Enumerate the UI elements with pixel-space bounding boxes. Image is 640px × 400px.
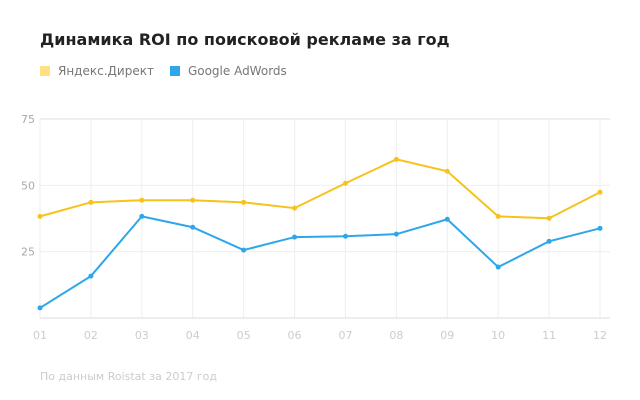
x-tick-label: 05 [237,329,251,342]
data-point [495,213,501,219]
legend-label: Google AdWords [187,64,287,78]
data-point [139,213,145,219]
y-tick-label: 75 [21,113,35,126]
legend-swatch [40,66,50,76]
data-point [546,215,552,221]
x-tick-label: 06 [288,329,302,342]
data-point [37,213,43,219]
data-point [393,156,399,162]
data-point [597,189,603,195]
data-point [241,199,247,205]
legend-item-yandex[interactable]: Яндекс.Директ [40,64,154,78]
x-tick-label: 03 [135,329,149,342]
data-point [597,225,603,231]
x-tick-label: 11 [542,329,556,342]
x-tick-label: 09 [440,329,454,342]
x-tick-label: 07 [338,329,352,342]
data-point [393,231,399,237]
x-tick-label: 04 [186,329,200,342]
data-point [444,216,450,222]
data-point [292,234,298,240]
x-tick-label: 12 [593,329,607,342]
data-point [292,205,298,211]
data-point [495,264,501,270]
data-point [190,197,196,203]
y-tick-label: 25 [21,246,35,259]
y-tick-label: 50 [21,179,35,192]
data-point [342,180,348,186]
data-point [444,168,450,174]
footnote: По данным Roistat за 2017 год [40,370,217,383]
x-tick-label: 10 [491,329,505,342]
data-point [88,273,94,279]
data-point [37,305,43,311]
legend: Яндекс.Директ Google AdWords [40,64,287,78]
data-point [241,247,247,253]
x-tick-label: 02 [84,329,98,342]
data-point [342,233,348,239]
x-tick-label: 01 [33,329,47,342]
series-line [39,158,601,220]
data-point [546,238,552,244]
data-point [139,197,145,203]
chart-title: Динамика ROI по поисковой рекламе за год [40,30,450,49]
data-point [88,199,94,205]
legend-item-google[interactable]: Google AdWords [169,64,287,78]
legend-swatch [169,66,180,76]
x-tick-label: 08 [389,329,403,342]
data-point [190,224,196,230]
series-line [39,215,601,309]
legend-label: Яндекс.Директ [58,64,154,78]
